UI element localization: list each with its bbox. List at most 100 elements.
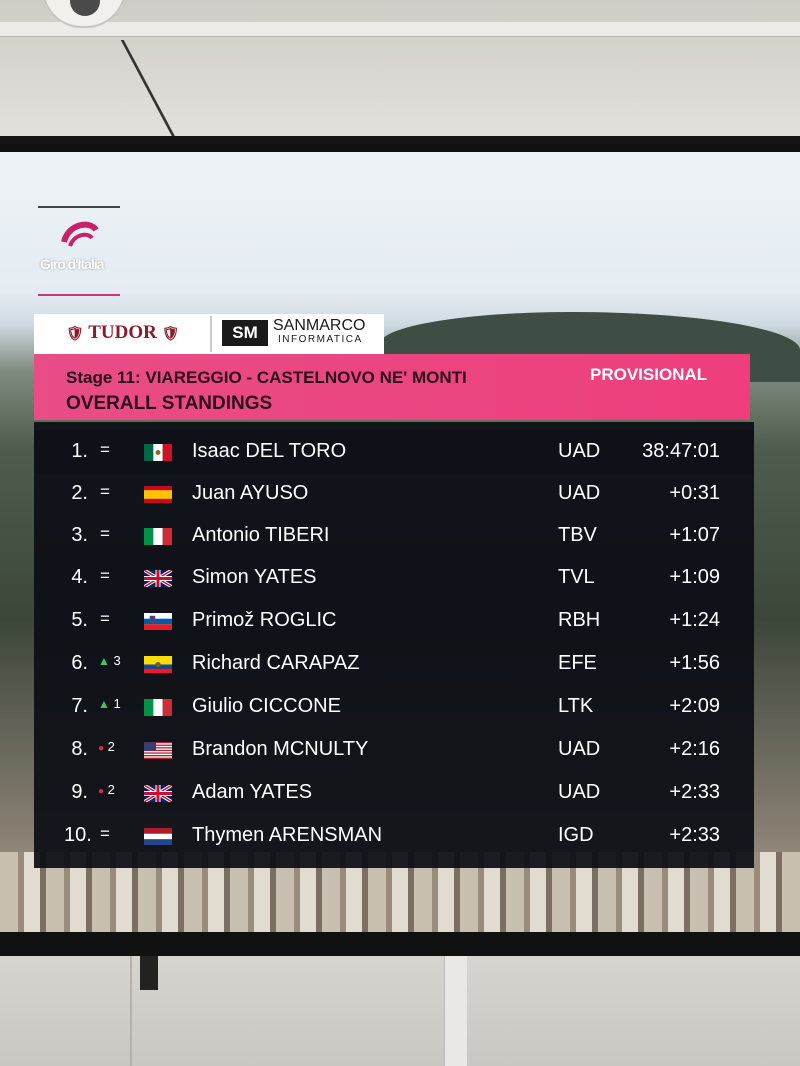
rider-name: Antonio TIBERI <box>192 524 330 546</box>
stage-title: Stage 11: VIAREGGIO - CASTELNOVO NE' MON… <box>66 368 467 387</box>
time-gap: +1:07 <box>669 524 720 546</box>
rider-name: Simon YATES <box>192 566 317 588</box>
position-unchanged: = <box>100 824 110 843</box>
team-code: UAD <box>558 738 601 760</box>
rank-cell: 2. <box>71 482 88 504</box>
wall-pillar <box>444 945 467 1066</box>
position-unchanged: = <box>100 524 110 543</box>
spain-flag-icon <box>144 486 172 503</box>
camera-lens <box>70 0 100 16</box>
time-gap: +0:31 <box>669 482 720 504</box>
position-change: 2 <box>104 782 115 797</box>
position-change: 1 <box>109 696 121 711</box>
position-up: ▲ 3 <box>98 652 138 669</box>
logo-rule-bottom <box>38 294 120 296</box>
italy-flag-icon <box>144 699 172 716</box>
sanmarco-mark: SM <box>222 320 268 346</box>
team-code: LTK <box>558 695 594 717</box>
rider-name: Brandon MCNULTY <box>192 738 369 760</box>
table-row: 6. ▲ 3 Richard CARAPAZ EFE +1:56 <box>34 642 754 685</box>
logo-rule-top <box>38 206 120 208</box>
table-row: 5. = Primož ROGLIC RBH +1:24 <box>34 599 754 642</box>
rider-name: Juan AYUSO <box>192 482 309 504</box>
team-code: UAD <box>558 781 601 803</box>
page-title: OVERALL STANDINGS <box>66 393 273 414</box>
team-code: IGD <box>558 824 594 846</box>
wall <box>0 945 800 1066</box>
table-row: 7. ▲ 1 Giulio CICCONE LTK +2:09 <box>34 685 754 728</box>
table-row: 3. = Antonio TIBERI TBV +1:07 <box>34 514 754 557</box>
tudor-logo: 🛡︎ TUDOR 🛡︎ <box>66 322 179 344</box>
arrow-down-icon: ● <box>98 743 105 754</box>
rider-name: Adam YATES <box>192 781 313 803</box>
rank-cell: 8. <box>71 738 88 760</box>
team-code: EFE <box>558 652 597 674</box>
position-unchanged: = <box>100 482 110 501</box>
standings-header <box>34 354 750 420</box>
time-gap: +1:24 <box>669 609 720 631</box>
rider-name: Isaac DEL TORO <box>192 440 347 462</box>
table-row: 8. ● 2 Brandon MCNULTY UAD +2:16 <box>34 728 754 771</box>
table-row: 2. = Juan AYUSO UAD +0:31 <box>34 472 754 515</box>
sanmarco-name: SANMARCO <box>273 317 366 334</box>
netherlands-flag-icon <box>144 828 172 845</box>
rank-cell: 9. <box>71 781 88 803</box>
position-unchanged: = <box>100 566 110 585</box>
shield-icon: 🛡︎ <box>66 327 84 342</box>
table-row: 4. = Simon YATES TVL +1:09 <box>34 556 754 599</box>
brand-logo-text: Giro d'Italia <box>40 256 104 272</box>
usa-flag-icon <box>144 742 172 759</box>
time-gap: +2:16 <box>669 738 720 760</box>
italy-flag-icon <box>144 528 172 545</box>
ecuador-flag-icon <box>144 656 172 673</box>
time-gap: +2:33 <box>669 781 720 803</box>
position-unchanged: = <box>100 609 110 628</box>
time-gap: +1:56 <box>669 652 720 674</box>
position-down: ● 2 <box>98 738 138 755</box>
table-row: 9. ● 2 Adam YATES UAD +2:33 <box>34 771 754 814</box>
table-row: 1. = Isaac DEL TORO UAD 38:47:01 <box>34 430 754 473</box>
sponsor-divider <box>210 316 212 352</box>
tudor-text: TUDOR <box>88 322 157 343</box>
status-badge: PROVISIONAL <box>590 365 708 384</box>
rider-name: Primož ROGLIC <box>192 609 337 631</box>
wall-seam <box>130 945 132 1066</box>
rank-cell: 6. <box>71 652 88 674</box>
shield-icon: 🛡︎ <box>161 327 180 342</box>
giro-logo-icon <box>61 221 99 247</box>
position-down: ● 2 <box>98 781 138 798</box>
rank-cell: 5. <box>71 609 88 631</box>
time-gap: +2:33 <box>669 824 720 846</box>
time-gap: +2:09 <box>669 695 720 717</box>
position-up: ▲ 1 <box>98 695 138 712</box>
team-code: UAD <box>558 482 601 504</box>
position-change: 2 <box>104 739 115 754</box>
table-row: 10. = Thymen ARENSMAN IGD +2:33 <box>34 814 754 857</box>
slovenia-flag-icon <box>144 613 172 630</box>
time-gap: 38:47:01 <box>642 440 720 462</box>
rider-name: Giulio CICCONE <box>192 695 341 717</box>
arrow-down-icon: ● <box>98 786 105 797</box>
rider-name: Thymen ARENSMAN <box>192 824 383 846</box>
time-gap: +1:09 <box>669 566 720 588</box>
arrow-up-icon: ▲ <box>98 697 110 711</box>
tv-bracket <box>140 945 158 990</box>
team-code: TBV <box>558 524 597 546</box>
rank-cell: 4. <box>71 566 88 588</box>
team-code: UAD <box>558 440 601 462</box>
rider-name: Richard CARAPAZ <box>192 652 360 674</box>
position-unchanged: = <box>100 440 110 459</box>
team-code: TVL <box>558 566 595 588</box>
rank-cell: 7. <box>71 695 88 717</box>
mexico-flag-icon <box>144 444 172 461</box>
sponsor-bar <box>34 314 384 354</box>
rank-cell: 10. <box>64 824 92 846</box>
rank-cell: 1. <box>71 440 88 462</box>
ceiling-strip <box>0 22 800 37</box>
uk-flag-icon <box>144 570 172 587</box>
team-code: RBH <box>558 609 601 631</box>
rank-cell: 3. <box>71 524 88 546</box>
uk-flag-icon <box>144 785 172 802</box>
sanmarco-sub: INFORMATICA <box>278 334 363 345</box>
position-change: 3 <box>109 653 121 668</box>
